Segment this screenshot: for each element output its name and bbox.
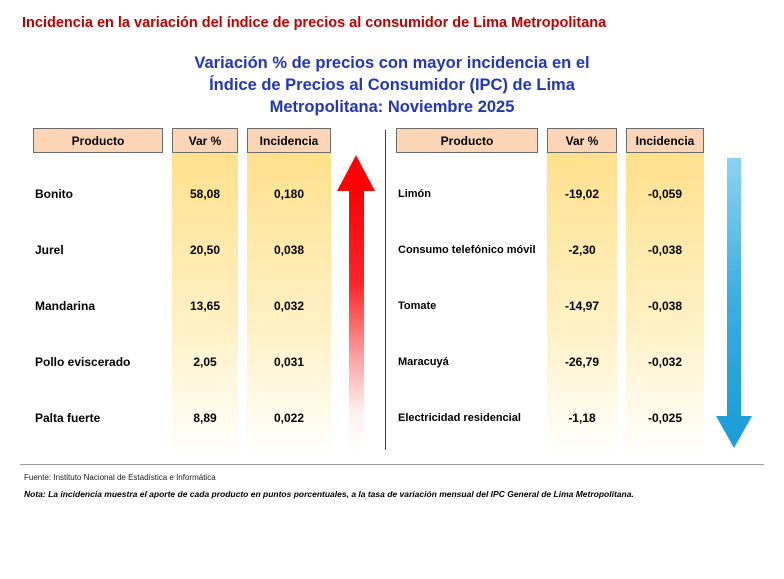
incidencia-cell: 0,180 bbox=[273, 187, 305, 202]
var-cell: 8,89 bbox=[193, 411, 217, 426]
var-cell: -19,02 bbox=[564, 187, 600, 202]
column-var: Var % 58,08 20,50 13,65 2,05 8,89 bbox=[172, 128, 238, 453]
arrow-head bbox=[716, 416, 752, 449]
product-cell: Jurel bbox=[35, 243, 64, 258]
arrow-shaft bbox=[348, 191, 364, 454]
decrease-arrow-icon bbox=[716, 158, 752, 449]
var-cell: 20,50 bbox=[189, 243, 221, 258]
var-cell: 2,05 bbox=[193, 355, 217, 370]
product-cell: Palta fuerte bbox=[35, 411, 101, 426]
product-cell: Consumo telefónico móvil bbox=[398, 244, 536, 257]
column-header-incidencia: Incidencia bbox=[247, 128, 331, 154]
arrow-shaft bbox=[727, 158, 741, 417]
column-header-incidencia: Incidencia bbox=[626, 128, 704, 154]
column-body-producto: Bonito Jurel Mandarina Pollo eviscerado … bbox=[33, 153, 163, 452]
column-body-var: 58,08 20,50 13,65 2,05 8,89 bbox=[172, 153, 238, 453]
product-cell: Mandarina bbox=[35, 299, 96, 314]
table-negative-incidence: Producto Limón Consumo telefónico móvil … bbox=[396, 128, 704, 453]
column-header-var: Var % bbox=[547, 128, 617, 154]
table-positive-incidence: Producto Bonito Jurel Mandarina Pollo ev… bbox=[33, 128, 331, 453]
product-cell: Pollo eviscerado bbox=[35, 355, 131, 370]
column-body-producto: Limón Consumo telefónico móvil Tomate Ma… bbox=[396, 153, 538, 452]
column-incidencia: Incidencia 0,180 0,038 0,032 0,031 0,022 bbox=[247, 128, 331, 453]
note-text: Nota: La incidencia muestra el aporte de… bbox=[24, 489, 634, 500]
column-var: Var % -19,02 -2,30 -14,97 -26,79 -1,18 bbox=[547, 128, 617, 453]
incidencia-cell: 0,038 bbox=[273, 243, 305, 258]
product-cell: Maracuyá bbox=[398, 356, 449, 369]
product-cell: Limón bbox=[398, 188, 431, 201]
column-producto: Producto Limón Consumo telefónico móvil … bbox=[396, 128, 538, 452]
incidencia-cell: 0,022 bbox=[273, 411, 305, 426]
incidencia-cell: -0,025 bbox=[647, 411, 683, 426]
column-header-producto: Producto bbox=[33, 128, 163, 154]
incidencia-cell: -0,059 bbox=[647, 187, 683, 202]
incidencia-cell: -0,038 bbox=[647, 243, 683, 258]
var-cell: -14,97 bbox=[564, 299, 600, 314]
increase-arrow-icon bbox=[337, 155, 375, 454]
tables-area: Producto Bonito Jurel Mandarina Pollo ev… bbox=[33, 128, 784, 454]
column-body-incidencia: -0,059 -0,038 -0,038 -0,032 -0,025 bbox=[626, 153, 704, 453]
table-divider bbox=[385, 130, 386, 451]
column-body-incidencia: 0,180 0,038 0,032 0,031 0,022 bbox=[247, 153, 331, 453]
incidencia-cell: 0,031 bbox=[273, 355, 305, 370]
chart-title: Variación % de precios con mayor inciden… bbox=[194, 54, 590, 116]
column-incidencia: Incidencia -0,059 -0,038 -0,038 -0,032 -… bbox=[626, 128, 704, 453]
column-header-var: Var % bbox=[172, 128, 238, 154]
arrow-head bbox=[337, 155, 375, 192]
incidencia-cell: -0,032 bbox=[647, 355, 683, 370]
var-cell: -26,79 bbox=[564, 355, 600, 370]
var-cell: 13,65 bbox=[189, 299, 221, 314]
product-cell: Tomate bbox=[398, 300, 437, 313]
column-producto: Producto Bonito Jurel Mandarina Pollo ev… bbox=[33, 128, 163, 452]
var-cell: 58,08 bbox=[189, 187, 221, 202]
product-cell: Electricidad residencial bbox=[398, 412, 521, 425]
column-body-var: -19,02 -2,30 -14,97 -26,79 -1,18 bbox=[547, 153, 617, 453]
page-title: Incidencia en la variación del índice de… bbox=[22, 15, 607, 31]
product-cell: Bonito bbox=[35, 187, 73, 202]
incidencia-cell: 0,032 bbox=[273, 299, 305, 314]
incidencia-cell: -0,038 bbox=[647, 299, 683, 314]
var-cell: -1,18 bbox=[568, 411, 596, 426]
var-cell: -2,30 bbox=[568, 243, 596, 258]
source-text: Fuente: Instituto Nacional de Estadístic… bbox=[24, 473, 216, 483]
footer-divider bbox=[20, 464, 764, 466]
column-header-producto: Producto bbox=[396, 128, 538, 154]
